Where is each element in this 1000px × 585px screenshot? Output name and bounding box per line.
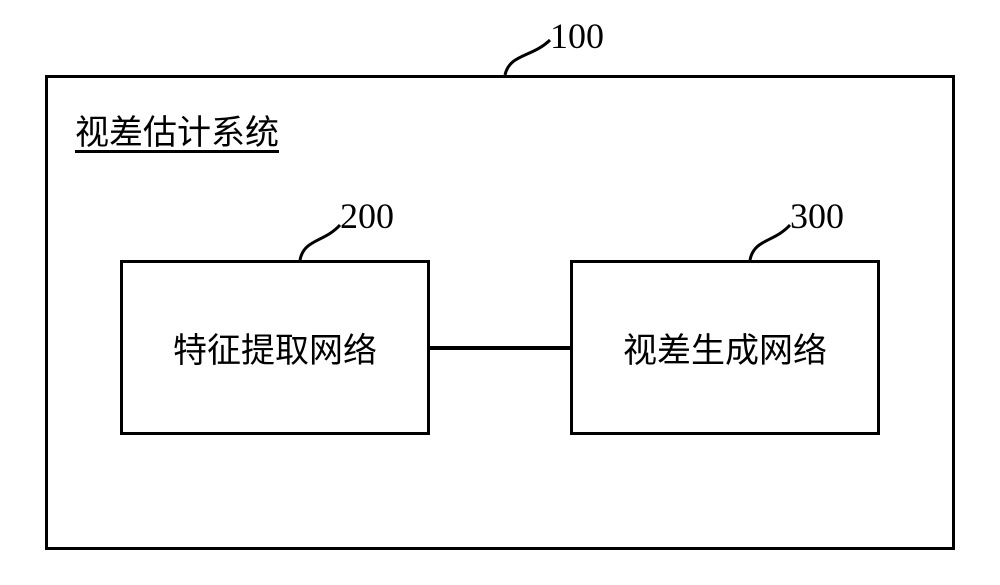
disparity-generation-box: 视差生成网络	[570, 260, 880, 435]
connector-line	[430, 346, 570, 350]
disparity-generation-label: 视差生成网络	[623, 323, 827, 372]
feature-extraction-label: 特征提取网络	[173, 323, 377, 372]
ref-curve-300	[740, 215, 800, 270]
ref-curve-200	[290, 215, 350, 270]
system-title: 视差估计系统	[75, 105, 279, 154]
ref-curve-100	[495, 30, 560, 85]
feature-extraction-box: 特征提取网络	[120, 260, 430, 435]
